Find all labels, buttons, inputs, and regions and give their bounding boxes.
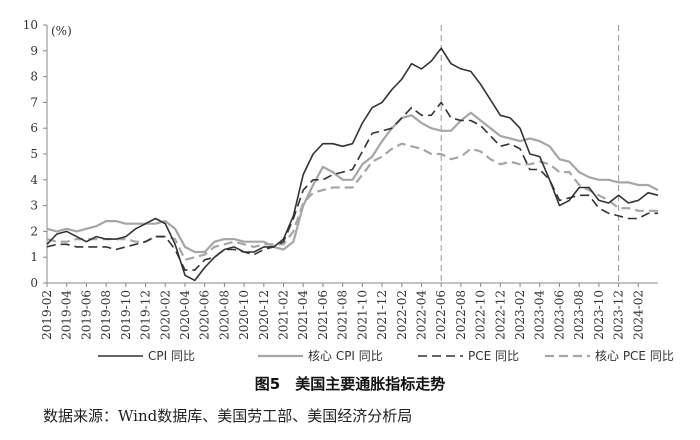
y-unit-label: (%) xyxy=(51,24,72,38)
x-tick-label: 2022-06 xyxy=(434,290,448,340)
x-tick-label: 2021-06 xyxy=(316,290,330,340)
data-source-note: 数据来源：Wind数据库、美国劳工部、美国经济分析局 xyxy=(43,407,413,425)
x-tick-label: 2020-04 xyxy=(178,290,192,340)
x-tick-label: 2024-02 xyxy=(631,290,645,340)
y-tick-label: 8 xyxy=(30,70,38,84)
x-tick-label: 2023-04 xyxy=(533,290,547,340)
y-tick-label: 10 xyxy=(23,18,38,32)
x-tick-label: 2023-08 xyxy=(572,290,586,340)
y-tick-label: 6 xyxy=(30,121,38,135)
x-tick-label: 2019-12 xyxy=(139,290,153,340)
y-tick-label: 0 xyxy=(30,276,38,290)
x-tick-label: 2020-08 xyxy=(217,290,231,340)
series-lines xyxy=(46,47,659,282)
x-tick-label: 2021-04 xyxy=(296,290,310,340)
x-tick-label: 2021-10 xyxy=(355,290,369,340)
x-tick-label: 2023-06 xyxy=(552,290,566,340)
inflation-line-chart: 0 1 2 3 4 5 6 7 8 9 10 (%) 2019-02 2019-04 2019-06 2019… xyxy=(23,18,674,363)
x-tick-label: 2019-08 xyxy=(99,290,113,340)
x-tick-label: 2022-12 xyxy=(493,290,507,340)
x-tick-label: 2021-02 xyxy=(277,290,291,340)
chart-area: 0 1 2 3 4 5 6 7 8 9 10 (%) 2019-02 2019-04 2019-06 2019… xyxy=(23,18,674,363)
legend-label: PCE 同比 xyxy=(468,349,519,363)
chart-legend: CPI 同比 核心 CPI 同比 PCE 同比 核心 PCE 同比 xyxy=(98,349,674,363)
y-tick-label: 9 xyxy=(30,44,38,58)
x-tick-label: 2020-02 xyxy=(158,290,172,340)
x-tick-label: 2021-12 xyxy=(375,290,389,340)
x-tick-label: 2019-10 xyxy=(119,290,133,340)
y-tick-label: 2 xyxy=(30,224,38,238)
legend-label: 核心 PCE 同比 xyxy=(595,349,674,363)
x-tick-label: 2022-02 xyxy=(395,290,409,340)
x-tick-label: 2022-10 xyxy=(474,290,488,340)
figure-caption: 图5 美国主要通胀指标走势 xyxy=(254,375,446,393)
y-tick-label: 5 xyxy=(30,147,38,161)
x-tick-label: 2020-10 xyxy=(237,290,251,340)
y-tick-label: 3 xyxy=(30,199,38,213)
series-line xyxy=(46,101,658,271)
x-tick-label: 2023-10 xyxy=(592,290,606,340)
x-tick-label: 2019-02 xyxy=(40,290,54,340)
series-line xyxy=(46,111,659,254)
vertical-markers xyxy=(440,25,620,283)
legend-label: 核心 CPI 同比 xyxy=(308,349,383,363)
x-tick-label: 2021-08 xyxy=(336,290,350,340)
x-tick-label: 2019-06 xyxy=(79,290,93,340)
x-tick-label: 2019-04 xyxy=(60,290,74,340)
y-tick-label: 7 xyxy=(30,95,38,109)
y-tick-label: 1 xyxy=(30,250,38,264)
chart-axes: 0 1 2 3 4 5 6 7 8 9 10 (%) 2019-02 2019-04 2019-06 2019… xyxy=(23,18,658,340)
series-line xyxy=(46,47,659,282)
x-tick-label: 2023-02 xyxy=(513,290,527,340)
y-tick-label: 4 xyxy=(30,173,38,187)
x-tick-label: 2020-06 xyxy=(198,290,212,340)
x-tick-label: 2020-12 xyxy=(257,290,271,340)
x-tick-label: 2022-04 xyxy=(414,290,428,340)
x-tick-label: 2022-08 xyxy=(454,290,468,340)
legend-label: CPI 同比 xyxy=(148,349,195,363)
x-tick-label: 2023-12 xyxy=(612,290,626,340)
